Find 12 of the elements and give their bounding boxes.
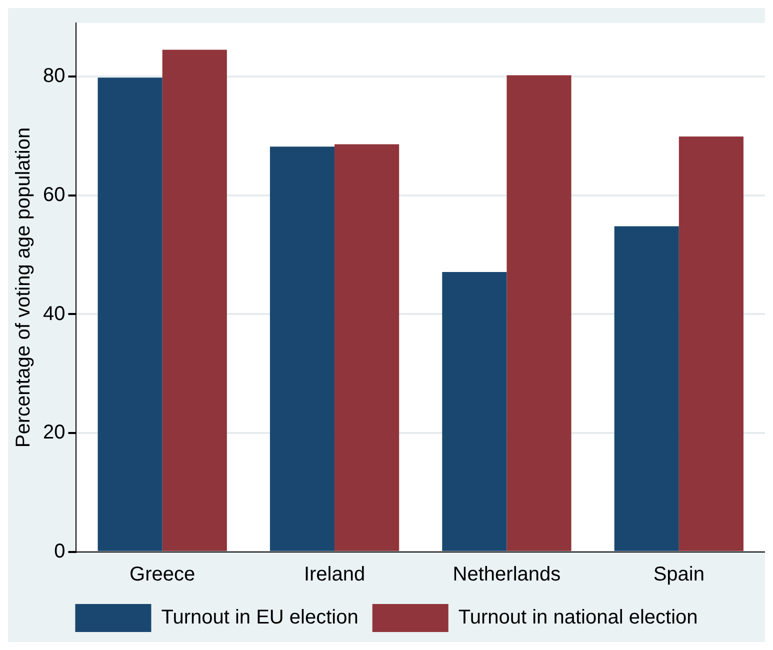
y-tick-label: 60 [42,184,66,206]
legend-label: Turnout in EU election [161,606,358,629]
x-tick-label: Greece [130,564,196,586]
y-tick-label: 80 [42,65,66,88]
y-tick-label: 20 [42,422,66,444]
y-tick-label: 0 [54,540,66,563]
x-tick-label: Netherlands [452,564,561,586]
x-tick-label: Spain [653,564,704,586]
x-tick-label: Ireland [304,564,366,586]
y-axis-title: Percentage of voting age population [12,127,35,448]
y-tick-label: 40 [42,302,66,325]
legend-label: Turnout in national election [458,606,698,629]
